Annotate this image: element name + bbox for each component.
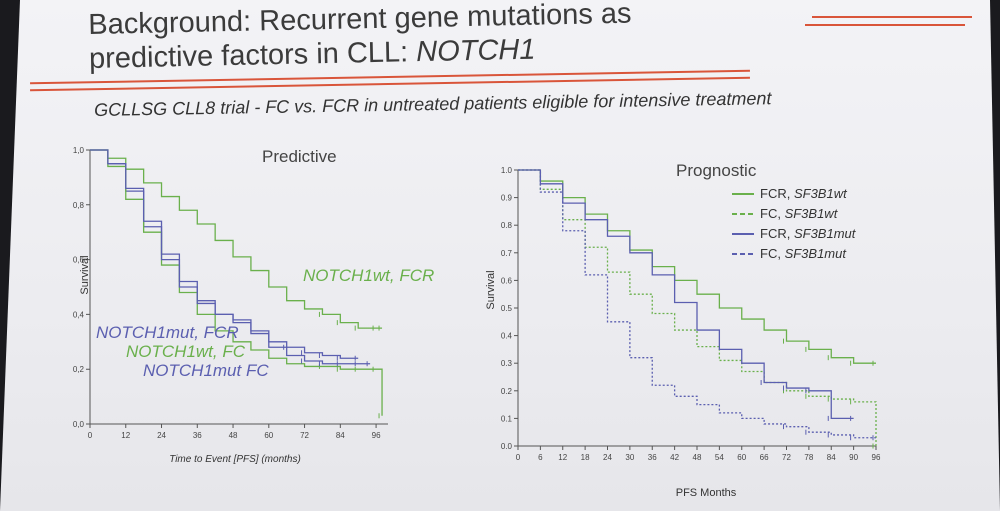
accent-line-top-2: [805, 24, 965, 26]
chart2-x-tick-label: 42: [670, 453, 679, 462]
chart1-x-tick-label: 0: [88, 431, 93, 440]
chart2-series-line: [518, 169, 877, 446]
chart2-y-tick-label: 0.8: [501, 221, 513, 230]
chart2-y-tick-label: 1.0: [501, 166, 513, 175]
chart1-annotation: NOTCH1mut, FCR: [96, 323, 239, 342]
chart2-y-tick-label: 0.5: [501, 304, 513, 313]
chart1-annotation: NOTCH1mut FC: [143, 361, 269, 380]
chart1-y-tick-label: 0,0: [73, 420, 85, 429]
chart1-y-tick-label: 0,6: [73, 256, 85, 265]
chart2-x-tick-label: 12: [558, 453, 567, 462]
chart2-y-tick-label: 0.6: [501, 276, 513, 285]
chart1-series-line: [90, 149, 383, 329]
chart2-series-line: [518, 169, 854, 420]
chart1-x-tick-label: 24: [157, 431, 166, 440]
chart2-x-tick-label: 54: [715, 453, 724, 462]
chart2-x-tick-label: 66: [760, 453, 769, 462]
chart1-y-tick-label: 1,0: [73, 146, 85, 155]
chart2-y-tick-label: 0.0: [501, 442, 513, 451]
chart1-y-label: Survival: [79, 255, 91, 294]
legend-entry-prefix: FCR,: [760, 226, 794, 241]
chart2-x-tick-label: 72: [782, 453, 791, 462]
legend-entry-prefix: FC,: [760, 206, 785, 221]
chart1-x-tick-label: 72: [300, 431, 309, 440]
chart1-y-tick-label: 0,2: [73, 365, 85, 374]
chart2-x-tick-label: 30: [625, 453, 634, 462]
chart1-x-tick-label: 12: [121, 431, 130, 440]
chart1-x-label: Time to Event [PFS] (months): [169, 454, 301, 465]
chart2-x-tick-label: 90: [849, 453, 858, 462]
chart2-y-tick-label: 0.1: [501, 414, 513, 423]
accent-line-top: [812, 16, 972, 18]
chart2-x-tick-label: 96: [872, 453, 881, 462]
legend-entry-gene: SF3B1mut: [794, 226, 857, 241]
chart1-x-tick-label: 60: [264, 431, 273, 440]
chart1-x-tick-label: 84: [336, 431, 345, 440]
chart2-legend-entry: FCR, SF3B1wt: [760, 186, 848, 201]
chart2-y-tick-label: 0.9: [501, 194, 513, 203]
chart2-x-label: PFS Months: [676, 487, 737, 499]
legend-entry-prefix: FCR,: [760, 186, 794, 201]
chart2-legend-entry: FC, SF3B1wt: [760, 206, 839, 221]
chart1-x-tick-label: 48: [229, 431, 238, 440]
chart1-title: Predictive: [262, 147, 337, 166]
chart1-y-tick-label: 0,4: [73, 310, 85, 319]
chart1-annotation: NOTCH1wt, FCR: [303, 266, 434, 285]
chart1-y-tick-label: 0,8: [73, 201, 85, 210]
chart2-series-line: [518, 169, 876, 439]
chart2-title: Prognostic: [676, 161, 757, 180]
chart1-x-tick-label: 36: [193, 431, 202, 440]
chart1-x-tick-label: 96: [372, 431, 381, 440]
legend-entry-gene: SF3B1wt: [785, 206, 839, 221]
chart2-x-tick-label: 78: [804, 453, 813, 462]
chart2-x-tick-label: 24: [603, 453, 612, 462]
legend-entry-prefix: FC,: [760, 246, 785, 261]
chart2-y-tick-label: 0.4: [501, 332, 513, 341]
chart2-y-tick-label: 0.2: [501, 387, 513, 396]
legend-entry-gene: SF3B1mut: [785, 246, 848, 261]
legend-entry-gene: SF3B1wt: [794, 186, 848, 201]
chart2-y-tick-label: 0.3: [501, 359, 513, 368]
chart2-x-tick-label: 36: [648, 453, 657, 462]
chart2-series-line: [518, 169, 876, 364]
chart2-x-tick-label: 0: [516, 453, 521, 462]
chart2-x-tick-label: 84: [827, 453, 836, 462]
chart2-y-tick-label: 0.7: [501, 249, 513, 258]
chart2-x-tick-label: 48: [693, 453, 702, 462]
chart1-annotation: NOTCH1wt, FC: [126, 342, 246, 361]
chart1-series-line: [90, 149, 371, 365]
chart2-x-tick-label: 6: [538, 453, 543, 462]
chart2-x-tick-label: 18: [581, 453, 590, 462]
chart2-x-tick-label: 60: [737, 453, 746, 462]
chart2-legend-entry: FC, SF3B1mut: [760, 246, 847, 261]
chart2-y-label: Survival: [485, 270, 497, 309]
chart2-legend-entry: FCR, SF3B1mut: [760, 226, 857, 241]
